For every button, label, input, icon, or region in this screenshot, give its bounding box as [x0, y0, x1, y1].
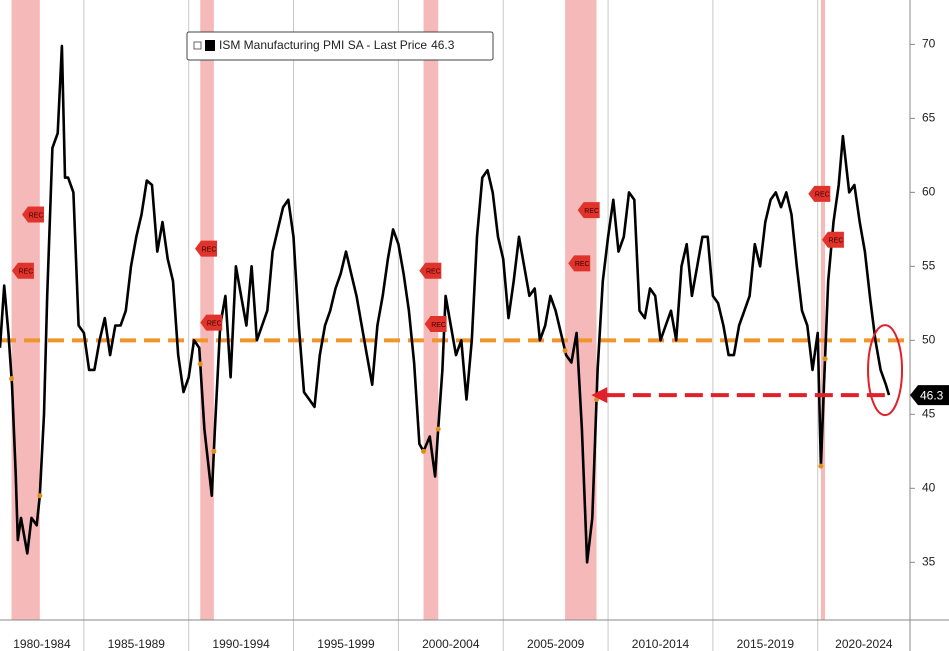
x-tick-label: 1980-1984 — [13, 637, 71, 651]
last-price-tag — [910, 385, 949, 406]
x-tick-label: 1990-1994 — [212, 637, 270, 651]
rec-tag-label: REC — [426, 269, 441, 276]
x-tick-label: 2000-2004 — [422, 637, 480, 651]
rec-tag-label: REC — [431, 322, 446, 329]
rec-tag — [200, 314, 223, 331]
y-tick-label: 35 — [922, 554, 936, 568]
rec-tag — [577, 202, 600, 219]
rec-tag-label: REC — [207, 320, 222, 327]
y-tick-label: 70 — [922, 37, 936, 51]
rec-tag — [195, 240, 217, 257]
recession-band — [820, 0, 826, 620]
highlight-ellipse — [867, 324, 904, 417]
x-tick-label: 1985-1989 — [108, 637, 166, 651]
y-tick-label: 45 — [922, 406, 936, 420]
recession-dot — [562, 348, 568, 354]
y-tick-label: 40 — [922, 480, 936, 494]
x-tick-label: 2015-2019 — [737, 637, 795, 651]
y-tick-label: 50 — [922, 333, 936, 347]
x-tick-label: 2020-2024 — [835, 637, 893, 651]
rec-tag-label: REC — [202, 246, 217, 253]
recession-dot — [197, 361, 203, 367]
rec-tag — [424, 316, 447, 333]
legend-swatch — [205, 40, 215, 51]
rec-tag — [808, 185, 831, 202]
legend-text: ISM Manufacturing PMI SA - Last Price 46.… — [219, 38, 455, 52]
recession-dot — [421, 448, 427, 454]
recession-dot — [37, 493, 43, 499]
legend-label: ISM Manufacturing PMI SA - Last Price — [219, 38, 427, 52]
rec-tag — [11, 262, 34, 279]
x-tick-label: 2005-2009 — [527, 637, 585, 651]
rec-tag — [22, 206, 45, 223]
recession-band — [11, 0, 40, 620]
recession-band — [200, 0, 214, 620]
rec-tag-label: REC — [584, 208, 599, 215]
x-tick-label: 2010-2014 — [632, 637, 690, 651]
rec-tag — [568, 255, 591, 272]
y-tick-label: 65 — [922, 111, 936, 125]
data-line — [0, 44, 891, 564]
recession-dot — [822, 356, 828, 362]
rec-tag — [821, 231, 844, 248]
y-tick-label: 55 — [922, 259, 936, 273]
rec-tag-label: REC — [19, 269, 34, 276]
recession-dot — [818, 463, 824, 469]
legend-last-price: 46.3 — [431, 38, 455, 52]
legend-box — [186, 31, 494, 61]
recession-dot — [435, 426, 441, 432]
rec-tag-label: REC — [29, 212, 44, 219]
y-tick-label: 60 — [922, 185, 936, 199]
recession-band — [423, 0, 439, 620]
rec-tag — [419, 262, 442, 279]
recession-dot — [9, 376, 15, 382]
rec-tag-label: REC — [575, 261, 590, 268]
recession-dot — [211, 448, 217, 454]
rec-tag-label: REC — [829, 238, 844, 245]
last-price-label: 46.3 — [920, 388, 944, 402]
rec-tag-label: REC — [815, 192, 830, 199]
legend-toggle — [193, 41, 202, 50]
x-tick-label: 1995-1999 — [317, 637, 375, 651]
arrow-head — [591, 387, 608, 404]
